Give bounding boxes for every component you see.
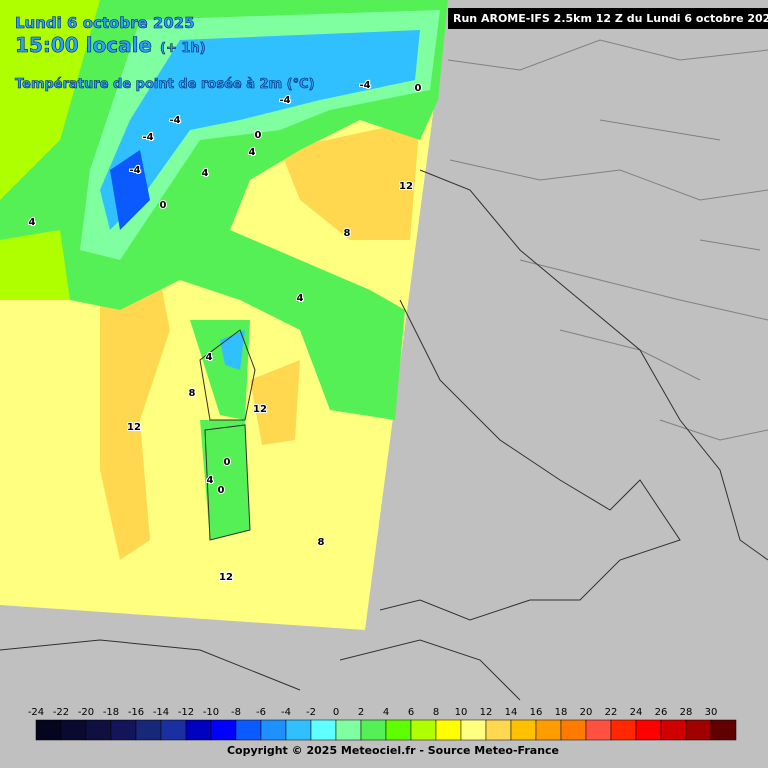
contour-label: 12 — [219, 572, 233, 583]
scale-label: -16 — [128, 707, 144, 718]
scale-swatch — [135, 719, 162, 741]
run-box — [448, 8, 768, 29]
scale-swatch — [210, 719, 237, 741]
scale-swatch — [410, 719, 437, 741]
scale-swatch — [460, 719, 487, 741]
scale-swatch — [385, 719, 412, 741]
scale-label: -2 — [306, 707, 316, 718]
scale-label: -18 — [103, 707, 119, 718]
contour-label: -4 — [279, 95, 290, 106]
contour-label: 8 — [344, 228, 351, 239]
contour-label: 4 — [249, 147, 256, 158]
scale-swatch — [635, 719, 662, 741]
date: Lundi 6 octobre 2025 — [15, 14, 195, 32]
scale-swatch — [260, 719, 287, 741]
scale-label: 6 — [408, 707, 414, 718]
scale-swatch — [35, 719, 62, 741]
scale-swatch — [310, 719, 337, 741]
contour-label: 8 — [189, 388, 196, 399]
scale-label: 18 — [555, 707, 568, 718]
scale-label: 20 — [580, 707, 593, 718]
contour-label: -4 — [129, 165, 140, 176]
scale-label: 12 — [480, 707, 493, 718]
scale-label: -24 — [28, 707, 44, 718]
scale-label: 4 — [383, 707, 389, 718]
scale-label: 26 — [655, 707, 668, 718]
contour-label: 0 — [415, 83, 422, 94]
contour-label: 0 — [160, 200, 167, 211]
scale-label: 16 — [530, 707, 543, 718]
contour-label: 0 — [218, 485, 225, 496]
scale-swatch — [60, 719, 87, 741]
scale-swatch — [85, 719, 112, 741]
scale-swatch — [435, 719, 462, 741]
contour-label: 4 — [206, 352, 213, 363]
scale-swatch — [360, 719, 387, 741]
scale-swatch — [685, 719, 712, 741]
contour-label: -4 — [142, 132, 153, 143]
contour-label: 4 — [29, 217, 36, 228]
time: 15:00 locale — [15, 33, 152, 57]
scale-label: 10 — [455, 707, 468, 718]
scale-label: -10 — [203, 707, 219, 718]
contour-label: -4 — [169, 115, 180, 126]
scale-label: 28 — [680, 707, 693, 718]
contour-label: 12 — [253, 404, 267, 415]
scale-swatch — [110, 719, 137, 741]
scale-label: -20 — [78, 707, 94, 718]
scale-swatch — [535, 719, 562, 741]
scale-label: -4 — [281, 707, 291, 718]
scale-swatch — [660, 719, 687, 741]
scale-label: -14 — [153, 707, 169, 718]
scale-label: -6 — [256, 707, 266, 718]
contour-label: 4 — [202, 168, 209, 179]
scale-swatch — [560, 719, 587, 741]
scale-label: 30 — [705, 707, 718, 718]
contour-label: -4 — [359, 80, 370, 91]
scale-swatch — [335, 719, 362, 741]
color-scale: -24 -22 -20 -18 -16 -14 -12 -10 -8 -6 -4 -2 0 2 4 6 8 10 1… — [28, 707, 737, 741]
contour-label: 8 — [318, 537, 325, 548]
scale-label: -8 — [231, 707, 241, 718]
scale-label: 22 — [605, 707, 618, 718]
parameter: Température de point de rosée à 2m (°C) — [15, 77, 315, 92]
scale-label: -12 — [178, 707, 194, 718]
scale-label: 2 — [358, 707, 364, 718]
scale-label: 14 — [505, 707, 518, 718]
contour-labels: -4 -4 0 -4 -4 -4 0 4 0 4 12 8 4 4 4 8 12… — [28, 79, 423, 584]
contour-label: 0 — [255, 130, 262, 141]
scale-swatch — [710, 719, 737, 741]
scale-swatch — [485, 719, 512, 741]
contour-label: 4 — [297, 293, 304, 304]
contour-label: 12 — [399, 181, 413, 192]
scale-swatch — [160, 719, 187, 741]
run-info: Run AROME-IFS 2.5km 12 Z du Lundi 6 octo… — [453, 12, 768, 25]
scale-label: 24 — [630, 707, 643, 718]
contour-label: 4 — [207, 475, 214, 486]
contour-label: 0 — [224, 457, 231, 468]
scale-label: 8 — [433, 707, 439, 718]
scale-label: 0 — [333, 707, 339, 718]
field — [0, 0, 448, 630]
scale-swatch — [585, 719, 612, 741]
scale-swatch — [610, 719, 637, 741]
scale-swatch — [510, 719, 537, 741]
offset: (+ 1h) — [160, 41, 206, 56]
scale-label: -22 — [53, 707, 69, 718]
contour-label: 12 — [127, 422, 141, 433]
scale-swatch — [235, 719, 262, 741]
borders — [0, 39, 768, 701]
scale-swatch — [285, 719, 312, 741]
scale-swatch — [185, 719, 212, 741]
copyright: Copyright © 2025 Meteociel.fr - Source M… — [227, 744, 559, 757]
